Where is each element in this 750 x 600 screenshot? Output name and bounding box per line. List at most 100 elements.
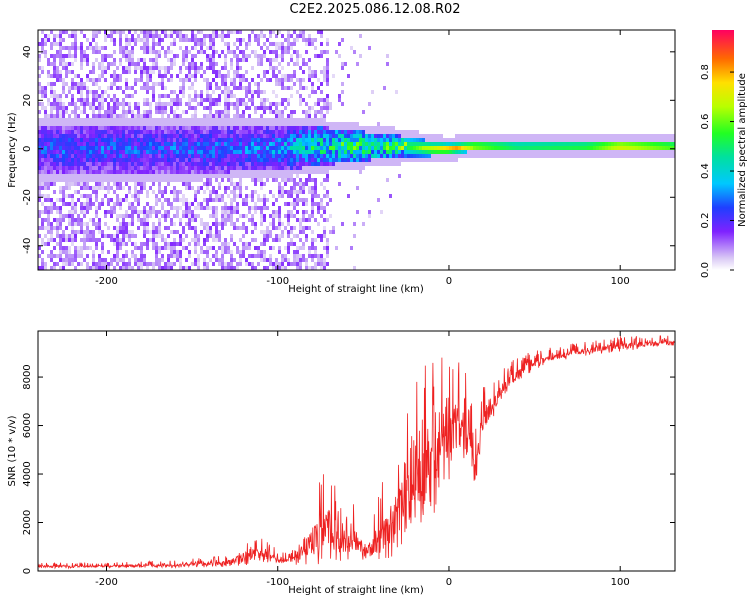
heatmap-cell	[62, 54, 65, 58]
heatmap-cell	[437, 150, 440, 154]
heatmap-cell	[644, 138, 647, 142]
heatmap-cell	[272, 170, 275, 174]
heatmap-cell	[194, 34, 197, 38]
heatmap-cell	[224, 134, 227, 138]
heatmap-cell	[260, 130, 263, 134]
heatmap-cell	[461, 150, 464, 154]
heatmap-cell	[140, 262, 143, 266]
heatmap-cell	[53, 62, 56, 66]
heatmap-cell	[251, 194, 254, 198]
heatmap-cell	[77, 190, 80, 194]
heatmap-cell	[176, 146, 179, 150]
heatmap-cell	[323, 98, 326, 102]
heatmap-cell	[314, 262, 317, 266]
heatmap-cell	[350, 130, 353, 134]
heatmap-cell	[110, 238, 113, 242]
heatmap-cell	[305, 150, 308, 154]
heatmap-cell	[155, 246, 158, 250]
heatmap-cell	[263, 234, 266, 238]
heatmap-cell	[146, 246, 149, 250]
heatmap-cell	[281, 166, 284, 170]
heatmap-cell	[71, 174, 74, 178]
heatmap-cell	[239, 50, 242, 54]
heatmap-cell	[287, 190, 290, 194]
heatmap-cell	[59, 38, 62, 42]
heatmap-cell	[296, 258, 299, 262]
heatmap-cell	[116, 254, 119, 258]
heatmap-cell	[53, 106, 56, 110]
heatmap-cell	[161, 174, 164, 178]
heatmap-cell	[113, 62, 116, 66]
heatmap-cell	[593, 142, 596, 146]
heatmap-cell	[293, 162, 296, 166]
heatmap-cell	[428, 134, 431, 138]
heatmap-cell	[152, 154, 155, 158]
heatmap-cell	[491, 138, 494, 142]
heatmap-cell	[92, 78, 95, 82]
heatmap-cell	[50, 174, 53, 178]
heatmap-cell	[278, 138, 281, 142]
heatmap-cell	[185, 122, 188, 126]
heatmap-cell	[149, 150, 152, 154]
heatmap-cell	[455, 134, 458, 138]
heatmap-cell	[149, 46, 152, 50]
heatmap-cell	[122, 150, 125, 154]
heatmap-cell	[119, 50, 122, 54]
heatmap-cell	[197, 42, 200, 46]
heatmap-cell	[593, 154, 596, 158]
heatmap-cell	[143, 178, 146, 182]
heatmap-cell	[119, 118, 122, 122]
heatmap-cell	[155, 162, 158, 166]
heatmap-cell	[320, 266, 323, 270]
heatmap-cell	[77, 46, 80, 50]
heatmap-cell	[278, 118, 281, 122]
heatmap-cell	[74, 234, 77, 238]
heatmap-cell	[86, 94, 89, 98]
heatmap-cell	[65, 170, 68, 174]
heatmap-cell	[107, 34, 110, 38]
heatmap-cell	[608, 134, 611, 138]
heatmap-cell	[329, 146, 332, 150]
heatmap-cell	[53, 114, 56, 118]
heatmap-cell	[380, 162, 383, 166]
heatmap-cell	[641, 146, 644, 150]
heatmap-cell	[278, 110, 281, 114]
heatmap-cell	[50, 62, 53, 66]
heatmap-cell	[305, 42, 308, 46]
heatmap-cell	[395, 158, 398, 162]
heatmap-cell	[221, 242, 224, 246]
heatmap-cell	[167, 214, 170, 218]
heatmap-cell	[560, 134, 563, 138]
heatmap-cell	[479, 146, 482, 150]
heatmap-cell	[302, 134, 305, 138]
heatmap-cell	[80, 118, 83, 122]
heatmap-cell	[326, 242, 329, 246]
heatmap-cell	[275, 126, 278, 130]
heatmap-cell	[140, 166, 143, 170]
heatmap-cell	[59, 218, 62, 222]
heatmap-cell	[338, 182, 341, 186]
heatmap-cell	[164, 242, 167, 246]
heatmap-cell	[362, 138, 365, 142]
heatmap-cell	[482, 142, 485, 146]
heatmap-cell	[146, 114, 149, 118]
heatmap-cell	[230, 138, 233, 142]
heatmap-cell	[161, 166, 164, 170]
heatmap-cell	[86, 210, 89, 214]
heatmap-cell	[155, 130, 158, 134]
heatmap-cell	[299, 98, 302, 102]
heatmap-cell	[347, 150, 350, 154]
heatmap-cell	[170, 170, 173, 174]
heatmap-cell	[230, 214, 233, 218]
heatmap-cell	[308, 70, 311, 74]
heatmap-cell	[305, 226, 308, 230]
heatmap-cell	[221, 258, 224, 262]
heatmap-cell	[182, 118, 185, 122]
heatmap-cell	[98, 166, 101, 170]
heatmap-cell	[257, 134, 260, 138]
heatmap-cell	[320, 30, 323, 34]
heatmap-cell	[134, 254, 137, 258]
heatmap-cell	[155, 62, 158, 66]
heatmap-cell	[104, 186, 107, 190]
heatmap-cell	[200, 202, 203, 206]
